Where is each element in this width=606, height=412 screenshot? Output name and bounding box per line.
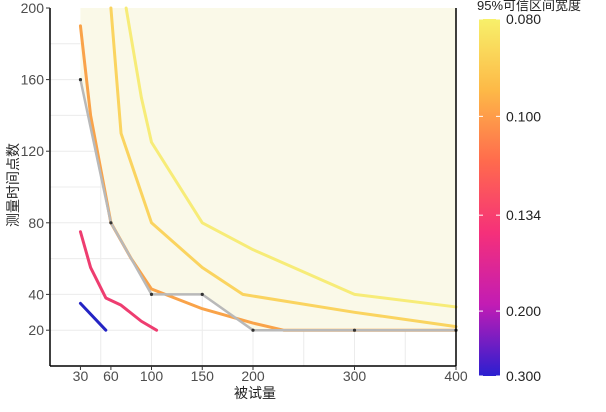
x-tick-label: 100 xyxy=(140,368,164,384)
legend-tick-label: 0.300 xyxy=(506,368,541,384)
y-tick-label: 40 xyxy=(28,286,44,302)
shaded-region xyxy=(80,8,456,331)
x-axis-title: 被试量 xyxy=(234,385,276,401)
ticks-layer: 30 60 100 150 200 300 400 20 40 80 120 160 200 xyxy=(21,0,468,384)
series-line-4 xyxy=(109,6,458,329)
legend-colorbar xyxy=(479,19,500,376)
y-tick-label: 200 xyxy=(21,0,45,16)
boundary-point xyxy=(352,328,357,332)
boundary-point xyxy=(200,292,204,296)
boundary-point xyxy=(78,78,83,82)
legend-tick-label: 0.080 xyxy=(506,11,541,27)
series-line-2 xyxy=(78,230,159,332)
y-axis-title: 测量时间点数 xyxy=(5,143,21,227)
boundary-point xyxy=(149,292,154,296)
boundary-point xyxy=(251,328,255,332)
series-line-5 xyxy=(124,6,458,309)
x-tick-label: 60 xyxy=(103,368,119,384)
x-tick-label: 200 xyxy=(241,368,265,384)
y-tick-label: 120 xyxy=(21,143,45,159)
series-line-1 xyxy=(78,301,108,332)
legend-ticks: 0.080 0.100 0.134 0.200 0.300 xyxy=(479,11,541,384)
x-tick-label: 30 xyxy=(73,368,89,384)
legend-tick-label: 0.134 xyxy=(506,207,541,223)
x-tick-label: 150 xyxy=(191,368,215,384)
legend: 95%可信区间宽度 0.080 0.100 0.134 0.200 0.300 xyxy=(477,0,581,384)
series-line-3 xyxy=(78,24,458,332)
series-layer xyxy=(78,6,458,332)
y-tick-label: 160 xyxy=(21,72,45,88)
legend-title: 95%可信区间宽度 xyxy=(477,0,581,13)
y-tick-label: 20 xyxy=(28,322,44,338)
boundary-point xyxy=(109,221,113,225)
x-tick-label: 400 xyxy=(444,368,468,384)
y-tick-label: 80 xyxy=(28,215,44,231)
legend-tick-label: 0.200 xyxy=(506,303,541,319)
x-tick-label: 300 xyxy=(343,368,367,384)
shaded-region-layer xyxy=(80,8,456,331)
legend-tick-label: 0.100 xyxy=(506,108,541,124)
